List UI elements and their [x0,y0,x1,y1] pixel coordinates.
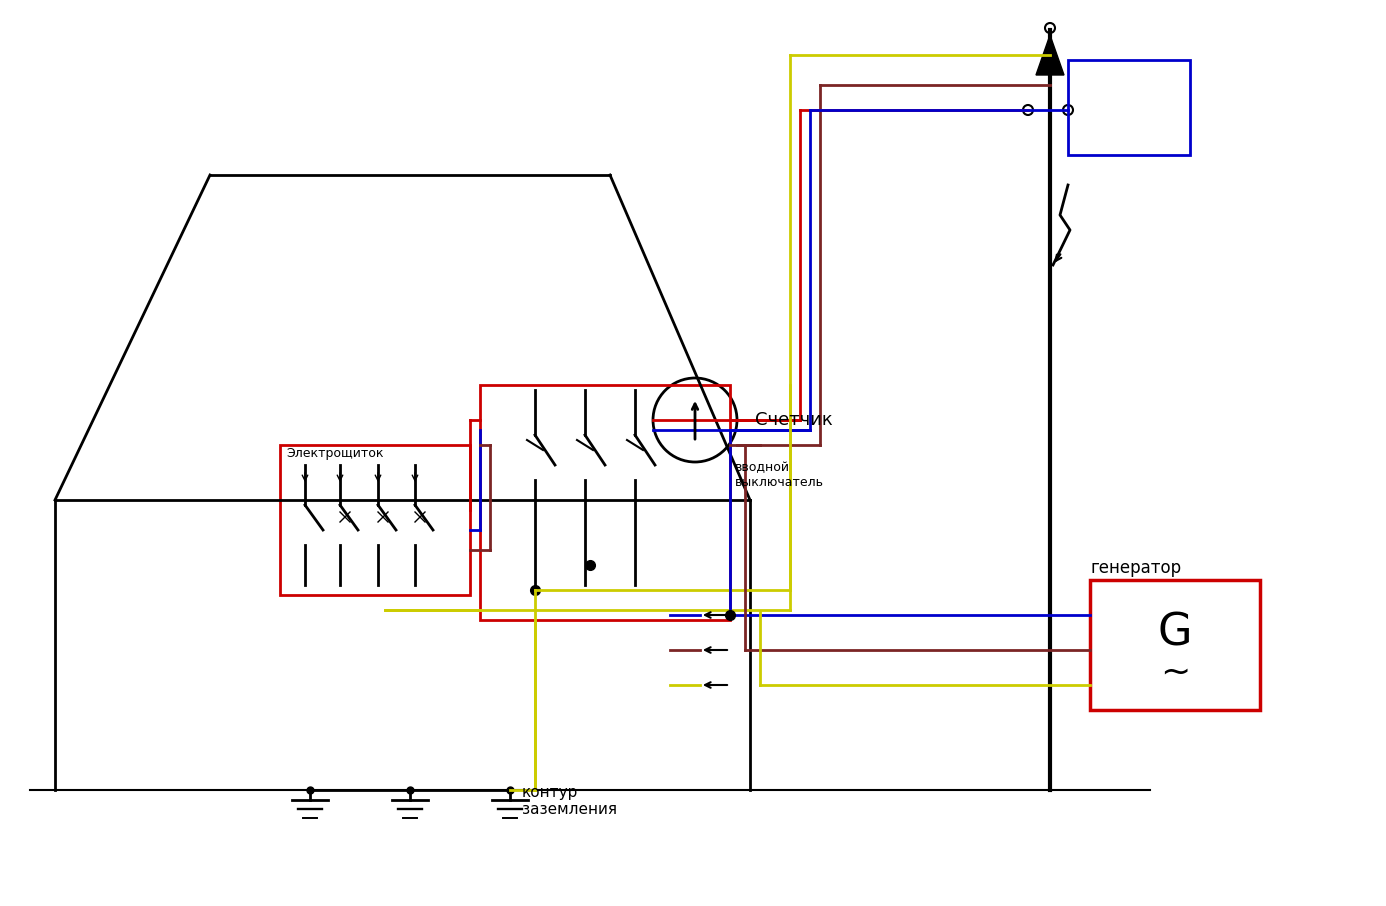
Text: Счетчик: Счетчик [755,411,833,429]
Text: генератор: генератор [1089,559,1181,577]
Polygon shape [1035,35,1064,75]
Bar [280,445,470,595]
Bar [480,385,730,620]
Text: Электрощиток: Электрощиток [287,447,384,460]
Text: контур
заземления: контур заземления [523,785,617,817]
Text: вводной
выключатель: вводной выключатель [735,461,825,489]
Bar [1089,580,1260,710]
Bar [1069,60,1191,155]
Text: ~: ~ [1160,656,1191,690]
Text: G: G [1157,612,1192,654]
